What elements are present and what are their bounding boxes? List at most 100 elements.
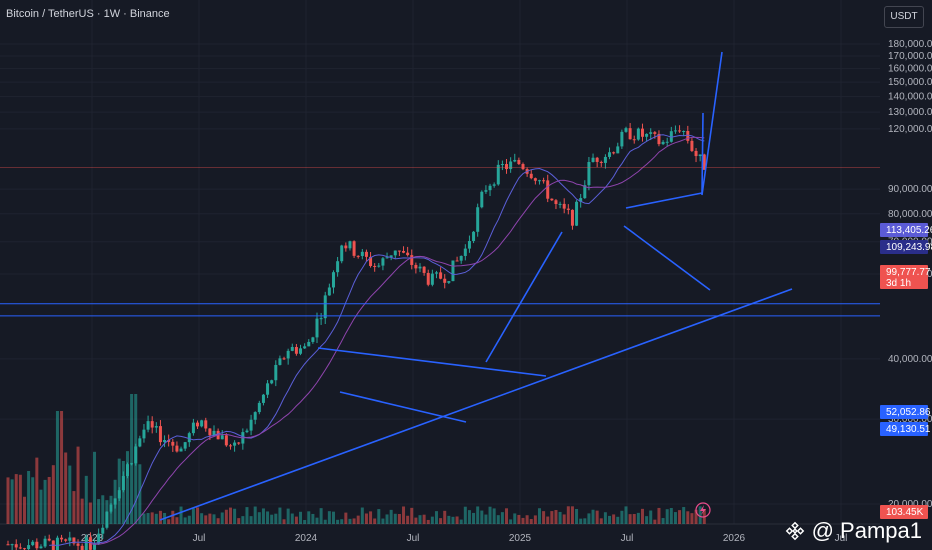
candle-body	[179, 448, 183, 452]
moving-average-slow	[90, 136, 705, 545]
candle-body	[443, 278, 447, 283]
candle-body	[402, 251, 406, 253]
volume-bar	[373, 518, 377, 524]
candle-body	[327, 287, 331, 296]
volume-bar	[434, 511, 438, 524]
candle-body	[566, 208, 570, 210]
price-label: 52,052.86	[886, 407, 931, 418]
candle-body	[521, 164, 525, 170]
lightning-icon	[700, 505, 706, 515]
volume-bar	[228, 507, 232, 524]
binance-logo-icon	[785, 521, 804, 541]
candle-body	[480, 191, 484, 208]
volume-bar	[554, 510, 558, 524]
volume-bar	[360, 507, 364, 524]
candle-body	[60, 537, 64, 540]
candle-body	[397, 250, 401, 252]
volume-bar	[97, 499, 101, 524]
volume-bar	[55, 411, 59, 524]
volume-bar	[18, 474, 22, 524]
volume-bar	[476, 506, 480, 524]
volume-bar	[673, 512, 677, 524]
y-tick-label: 120,000.00	[888, 124, 932, 135]
volume-bar	[191, 508, 195, 524]
volume-bar	[352, 518, 356, 524]
volume-bar	[484, 514, 488, 524]
volume-bar	[138, 464, 142, 524]
candle-body	[608, 152, 612, 157]
y-tick-label: 160,000.00	[888, 64, 932, 75]
candle-body	[451, 260, 455, 282]
volume-bar	[278, 507, 282, 524]
candle-body	[323, 295, 327, 319]
volume-bar	[208, 513, 212, 524]
candle-body	[200, 420, 204, 427]
candle-body	[55, 537, 59, 550]
candle-body	[150, 421, 154, 428]
candle-body	[191, 422, 195, 434]
price-label: 103.45K	[886, 507, 924, 518]
volume-bar	[266, 511, 270, 524]
volume-bar	[270, 514, 274, 524]
price-label: 99,777.77	[886, 267, 931, 278]
volume-bar	[439, 518, 443, 524]
volume-bar	[537, 508, 541, 524]
volume-bar	[101, 495, 105, 524]
volume-bar	[261, 508, 265, 524]
candle-body	[315, 318, 319, 338]
chart-title: Bitcoin / TetherUS · 1W · Binance	[6, 8, 170, 20]
volume-bar	[286, 508, 290, 524]
candle-body	[167, 440, 171, 442]
volume-bar	[84, 475, 88, 524]
trendline-flag-bottom	[623, 225, 711, 291]
volume-bar	[616, 516, 620, 524]
volume-bar	[389, 509, 393, 524]
candle-body	[331, 272, 335, 288]
volume-bar	[274, 513, 278, 524]
candle-body	[558, 203, 562, 205]
candle-body	[224, 435, 228, 446]
volume-bar	[344, 512, 348, 524]
volume-bar	[327, 511, 331, 524]
price-label: 109,243.98	[886, 242, 932, 253]
candle-body	[146, 421, 150, 430]
volume-bar	[200, 513, 204, 524]
currency-button[interactable]: USDT	[884, 6, 924, 28]
candle-body	[410, 255, 414, 265]
volume-bar	[620, 510, 624, 524]
candle-body	[97, 533, 101, 544]
volume-bar	[430, 516, 434, 524]
volume-bar	[196, 507, 200, 524]
volume-bar	[282, 519, 286, 524]
candle-body	[537, 180, 541, 182]
volume-bar	[377, 509, 381, 524]
candle-body	[245, 430, 249, 433]
candle-body	[414, 264, 418, 269]
volume-bar	[459, 519, 463, 524]
volume-bar	[612, 514, 616, 524]
volume-bar	[150, 512, 154, 524]
candle-body	[542, 180, 546, 182]
candle-body	[212, 430, 216, 436]
candle-body	[533, 178, 537, 181]
volume-bar	[336, 519, 340, 524]
volume-bar	[249, 516, 253, 524]
volume-bar	[525, 515, 529, 524]
volume-bar	[608, 515, 612, 524]
projection-line	[701, 51, 723, 196]
volume-bar	[624, 506, 628, 524]
candle-body	[249, 419, 253, 431]
candle-body	[204, 420, 208, 429]
candle-body	[447, 281, 451, 283]
candle-body	[599, 161, 603, 163]
x-tick-label: 2024	[295, 533, 318, 544]
volume-bar	[212, 514, 216, 524]
volume-bar	[661, 518, 665, 524]
volume-bar	[224, 509, 228, 524]
price-label-box	[880, 505, 928, 519]
volume-bar	[369, 511, 373, 524]
volume-bar	[109, 495, 113, 524]
volume-bar	[492, 508, 496, 524]
volume-bar	[418, 515, 422, 524]
